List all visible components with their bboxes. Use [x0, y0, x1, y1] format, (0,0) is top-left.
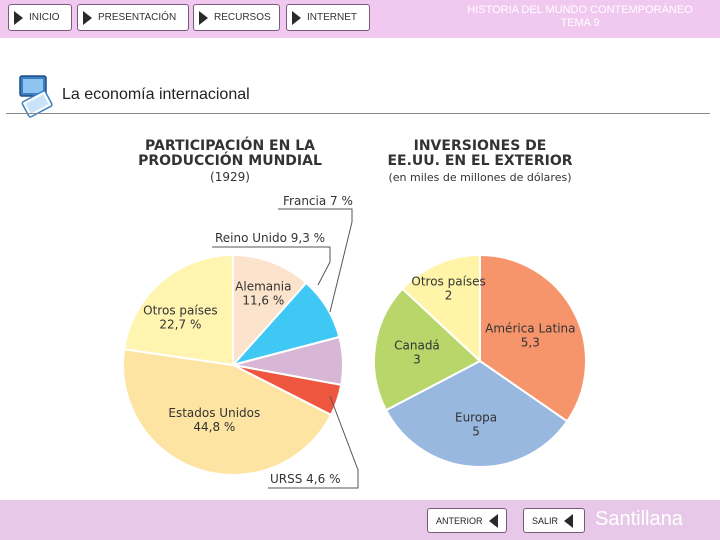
divider-tick	[6, 113, 10, 114]
anterior-label: ANTERIOR	[436, 515, 483, 526]
callout-francia: Francia 7 %	[283, 194, 353, 208]
previous-arrow-icon	[488, 513, 498, 528]
course-title: HISTORIA DEL MUNDO CONTEMPORÁNEO	[467, 4, 693, 16]
salir-label: SALIR	[532, 515, 559, 526]
slice-label: América Latina	[485, 321, 575, 335]
callout-reino-unido: Reino Unido 9,3 %	[215, 231, 325, 245]
slice-value-label: 11,6 %	[242, 293, 284, 307]
slice-label: Alemania	[235, 279, 291, 293]
section-title: La economía internacional	[62, 86, 250, 103]
slice-label: Otros países	[143, 303, 217, 317]
salir-button[interactable]: SALIR	[523, 508, 585, 533]
slice-value-label: 5	[472, 424, 480, 438]
slice-label: Otros países	[411, 275, 485, 289]
pie-slice-alemania	[232, 253, 308, 368]
divider-line	[8, 113, 710, 114]
topic-number: TEMA 9	[560, 17, 600, 29]
slice-value-label: 44,8 %	[193, 420, 235, 434]
callout-leader-francia	[278, 208, 353, 313]
brand-logo: Santillana	[595, 508, 683, 530]
slice-value-label: 2	[445, 289, 453, 303]
slice-label: Estados Unidos	[168, 406, 260, 420]
pie-slice-otros-pa-ses	[400, 253, 481, 364]
pie-slice-canad-	[373, 287, 482, 412]
callouts: Francia 7 % Reino Unido 9,3 % URSS 4,6 %	[212, 194, 359, 489]
nav-recursos-button[interactable]: RECURSOS	[193, 4, 280, 31]
play-arrow-icon	[292, 10, 301, 25]
callout-urss: URSS 4,6 %	[270, 472, 340, 486]
slice-label: Europa	[455, 410, 497, 424]
charts-canvas: PARTICIPACIÓN EN LA PRODUCCIÓN MUNDIAL (…	[122, 136, 587, 489]
slice-value-label: 22,7 %	[159, 317, 201, 331]
nav-recursos-label: RECURSOS	[214, 12, 271, 23]
nav-inicio-button[interactable]: INICIO	[8, 4, 72, 31]
chart1-title-line1: PARTICIPACIÓN EN LA	[145, 136, 315, 154]
chart1-title-line2: PRODUCCIÓN MUNDIAL	[138, 151, 322, 169]
play-arrow-icon	[14, 10, 23, 25]
slice-value-label: 3	[413, 353, 421, 367]
callout-leader-urss	[268, 395, 359, 489]
computer-screen-icon	[19, 75, 53, 118]
nav-inicio-label: INICIO	[29, 12, 60, 23]
pie-slice-am-rica-latina	[479, 253, 587, 423]
chart1-subtitle: (1929)	[210, 170, 250, 184]
presentation-title: HISTORIA DEL MUNDO CONTEMPORÁNEO TEMA 9	[445, 4, 715, 30]
pie-slice-estados-unidos	[122, 348, 333, 476]
nav-internet-button[interactable]: INTERNET	[286, 4, 370, 31]
pie-slice-otros-pa-ses	[123, 253, 234, 367]
chart2-subtitle: (en miles de millones de dólares)	[388, 171, 571, 184]
chart2-title-line2: EE.UU. EN EL EXTERIOR	[387, 153, 572, 169]
nav-internet-label: INTERNET	[307, 12, 357, 23]
nav-presentacion-label: PRESENTACIÓN	[98, 12, 177, 23]
play-arrow-icon	[83, 10, 92, 25]
nav-presentacion-button[interactable]: PRESENTACIÓN	[77, 4, 189, 31]
play-arrow-icon	[199, 10, 208, 25]
exit-arrow-icon	[564, 513, 574, 528]
anterior-button[interactable]: ANTERIOR	[427, 508, 507, 533]
chart2-title-line1: INVERSIONES DE	[414, 138, 547, 154]
callout-leader-reino-unido	[212, 246, 331, 286]
slice-label: Canadá	[394, 339, 440, 353]
slice-value-label: 5,3	[521, 335, 540, 349]
bottom-bar	[0, 500, 720, 540]
